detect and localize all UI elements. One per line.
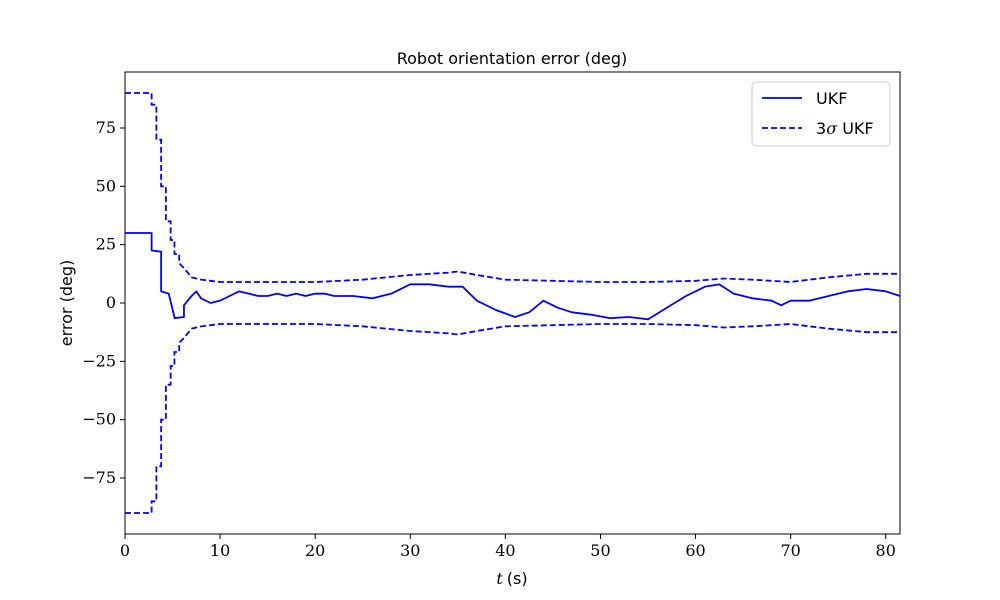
- plot-area: [125, 92, 900, 514]
- legend-sigma-prefix: 3: [816, 119, 826, 138]
- chart-title: Robot orientation error (deg): [397, 49, 628, 68]
- y-tick-label: −50: [82, 410, 116, 429]
- legend-sigma-label: 3σ UKF: [816, 119, 874, 138]
- x-axis-label: t (s): [496, 569, 527, 588]
- y-tick-label: −75: [82, 468, 116, 487]
- y-tick-label: −25: [82, 351, 116, 370]
- x-axis-label-var: t: [496, 569, 503, 588]
- x-tick-label: 40: [495, 541, 515, 560]
- x-axis-label-unit: (s): [507, 569, 528, 588]
- x-tick-label: 30: [400, 541, 420, 560]
- x-tick-label: 80: [876, 541, 896, 560]
- x-tick-label: 0: [120, 541, 130, 560]
- series-3sigma-upper-line: [125, 92, 900, 283]
- x-tick-label: 50: [590, 541, 610, 560]
- y-axis-label: error (deg): [57, 260, 76, 346]
- y-tick-label: 50: [96, 176, 116, 195]
- series-ukf-line: [125, 232, 900, 321]
- series-3sigma-lower-line: [125, 323, 900, 514]
- x-axis: 0 10 20 30 40 50 60 70 80: [120, 534, 896, 560]
- legend-sigma-symbol: σ: [826, 119, 838, 138]
- legend-ukf-label: UKF: [816, 89, 847, 108]
- y-tick-label: 0: [106, 293, 116, 312]
- x-tick-label: 10: [210, 541, 230, 560]
- y-axis: −75 −50 −25 0 25 50 75: [82, 118, 125, 487]
- x-tick-label: 70: [780, 541, 800, 560]
- y-tick-label: 25: [96, 235, 116, 254]
- x-tick-label: 60: [685, 541, 705, 560]
- legend-sigma-suffix: UKF: [837, 119, 874, 138]
- x-tick-label: 20: [305, 541, 325, 560]
- y-tick-label: 75: [96, 118, 116, 137]
- legend: UKF 3σ UKF: [751, 81, 891, 147]
